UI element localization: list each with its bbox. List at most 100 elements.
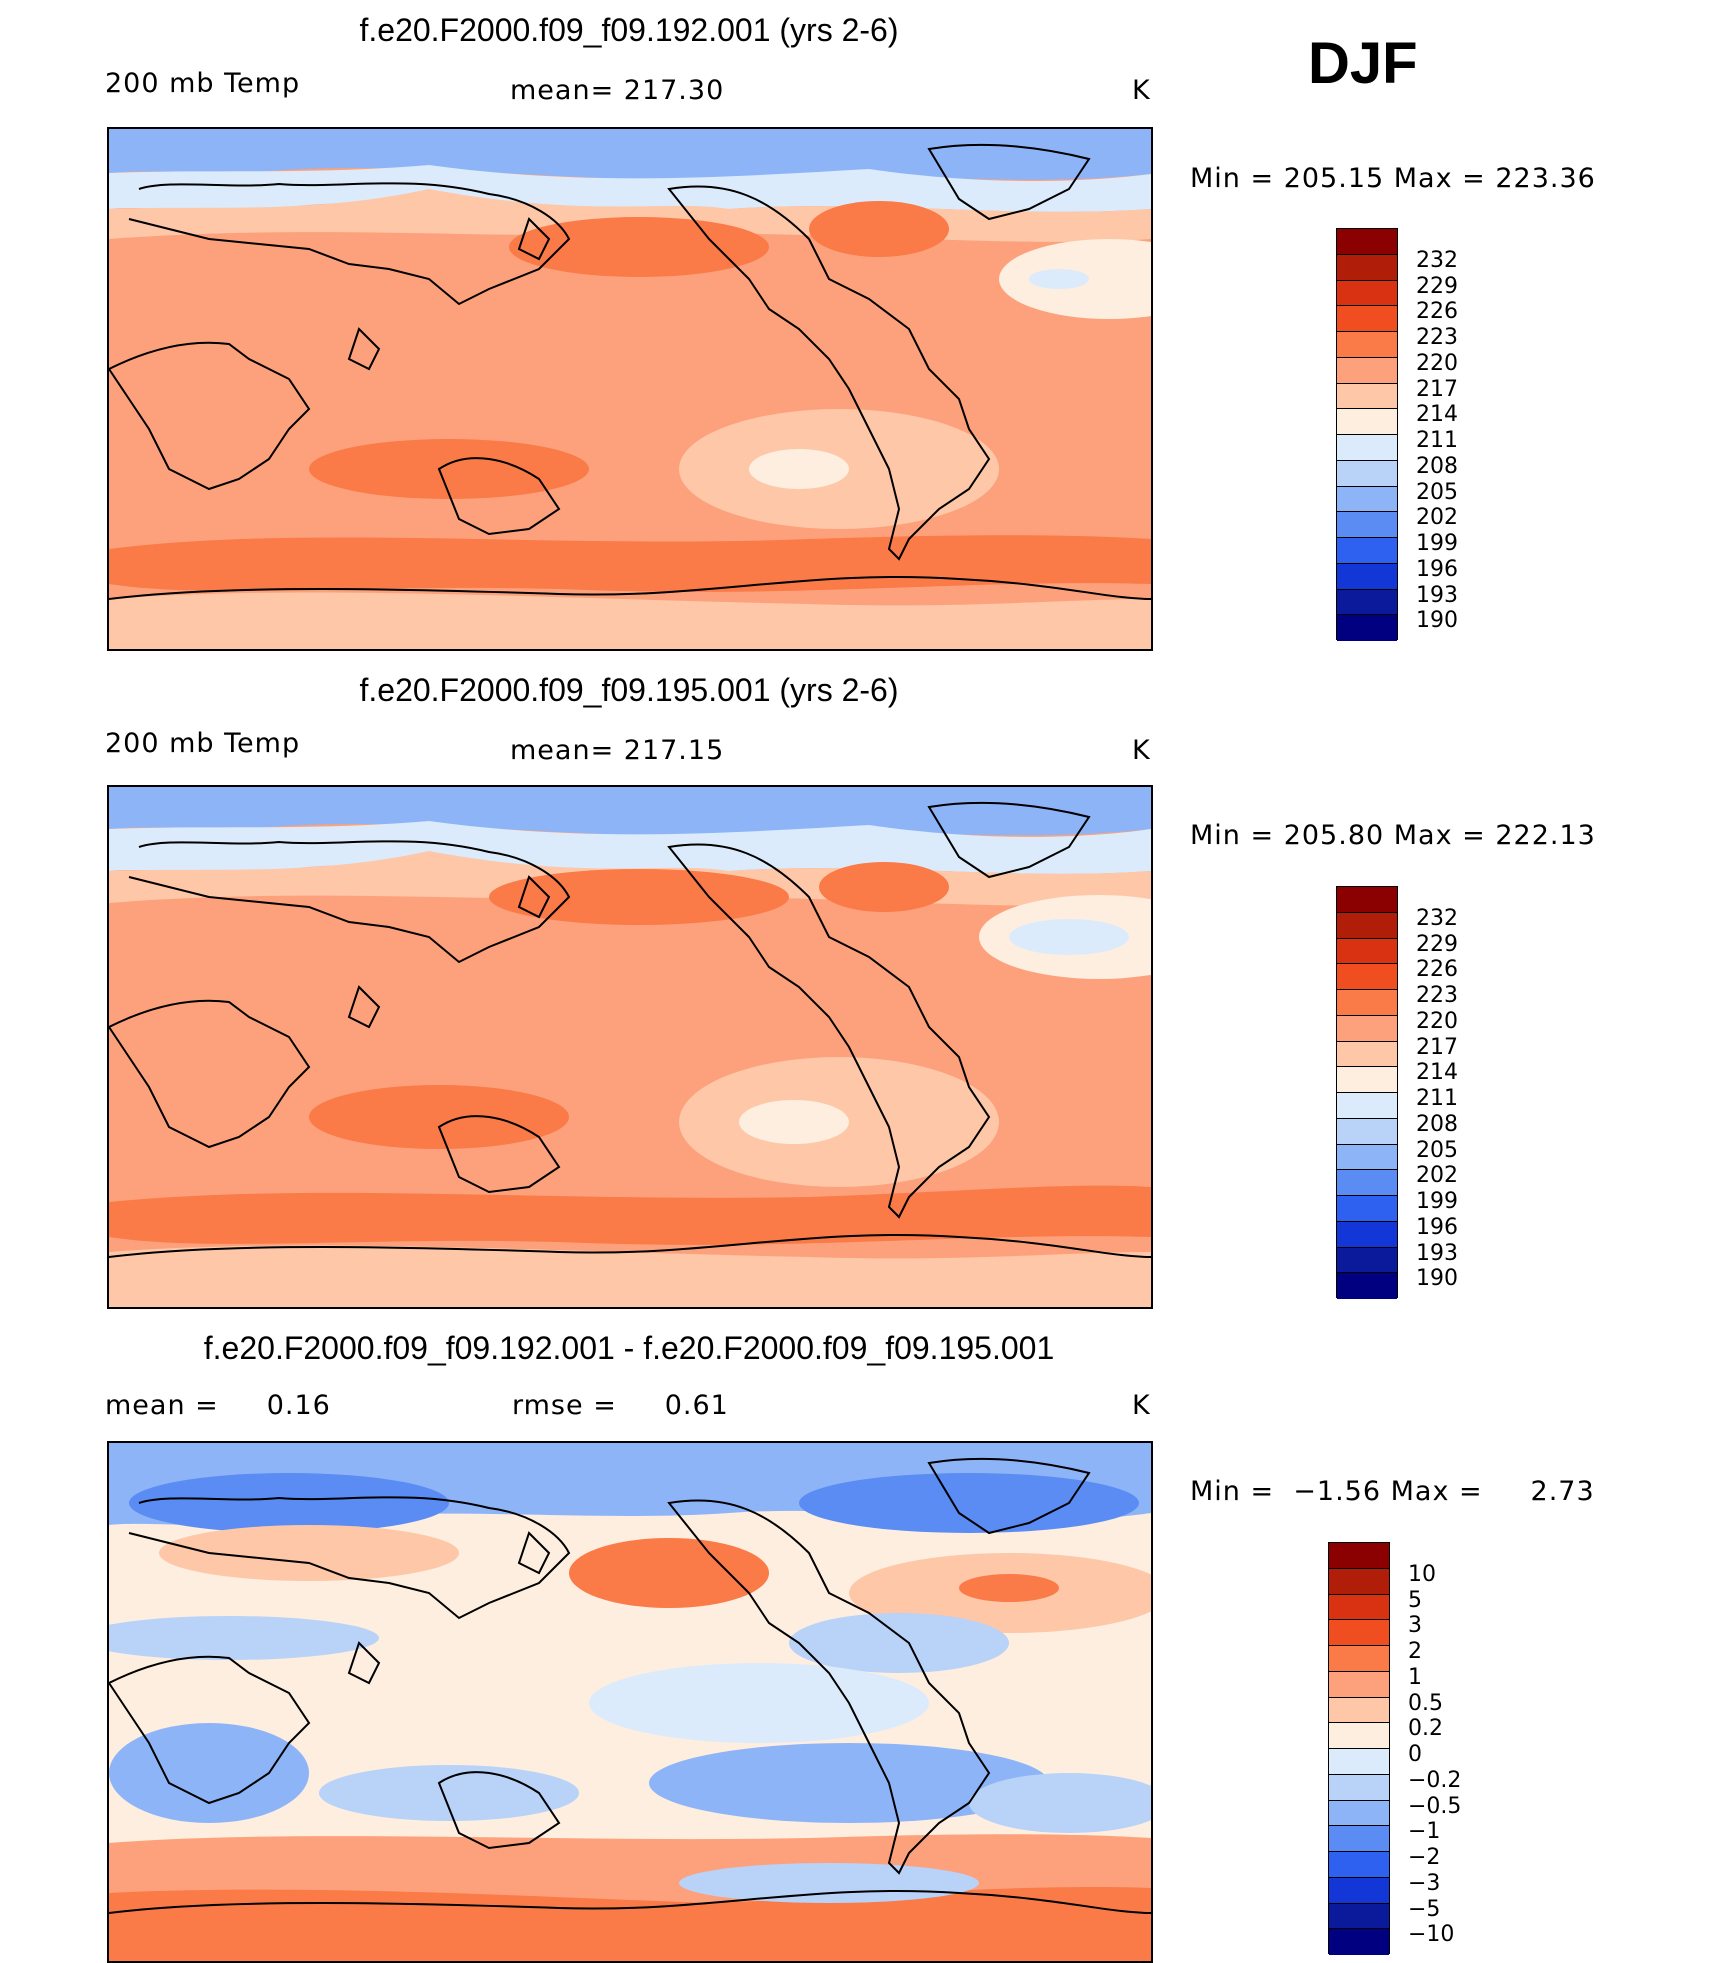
colorbar-swatch bbox=[1329, 1697, 1389, 1724]
colorbar-swatch bbox=[1337, 538, 1397, 564]
panel3-map-svg bbox=[109, 1443, 1151, 1961]
colorbar-swatch bbox=[1337, 512, 1397, 538]
colorbar-swatch bbox=[1329, 1594, 1389, 1621]
colorbar-swatch bbox=[1329, 1929, 1389, 1955]
colorbar-label: 205 bbox=[1416, 479, 1458, 505]
colorbar-label: −5 bbox=[1408, 1896, 1441, 1922]
colorbar-swatch bbox=[1337, 563, 1397, 590]
colorbar-swatch bbox=[1337, 887, 1397, 913]
colorbar-label: 220 bbox=[1416, 1008, 1458, 1034]
colorbar-label: −10 bbox=[1408, 1922, 1455, 1948]
colorbar-swatch bbox=[1337, 306, 1397, 332]
colorbar-swatch bbox=[1329, 1877, 1389, 1904]
colorbar-swatch bbox=[1337, 615, 1397, 641]
colorbar-label: 196 bbox=[1416, 1214, 1458, 1240]
tropical-neg bbox=[589, 1663, 929, 1743]
panel2-units: K bbox=[1132, 735, 1151, 766]
arctic-neg-2 bbox=[799, 1473, 1139, 1533]
colorbar-swatch bbox=[1337, 229, 1397, 255]
panel1-map-svg bbox=[109, 129, 1151, 649]
colorbar-label: 196 bbox=[1416, 556, 1458, 582]
colorbar-label: 229 bbox=[1416, 931, 1458, 957]
africa-neg bbox=[109, 1723, 309, 1823]
colorbar-label: 0.2 bbox=[1408, 1716, 1443, 1742]
antarctic-band bbox=[109, 592, 1151, 649]
pacific-cool-core bbox=[739, 1100, 849, 1144]
colorbar-label: 3 bbox=[1408, 1613, 1422, 1639]
atlantic-cool-core bbox=[1029, 269, 1089, 289]
colorbar-swatch bbox=[1337, 280, 1397, 307]
colorbar-swatch bbox=[1329, 1646, 1389, 1672]
colorbar-label: 1 bbox=[1408, 1664, 1422, 1690]
colorbar-swatch bbox=[1337, 460, 1397, 487]
colorbar-swatch bbox=[1337, 1273, 1397, 1299]
panel3-units: K bbox=[1132, 1390, 1151, 1421]
colorbar-swatch bbox=[1337, 357, 1397, 384]
colorbar-swatch bbox=[1329, 1723, 1389, 1749]
colorbar-swatch bbox=[1337, 254, 1397, 281]
colorbar-label: 226 bbox=[1416, 299, 1458, 325]
polar-cool-band bbox=[109, 821, 1151, 874]
colorbar-label: 10 bbox=[1408, 1561, 1436, 1587]
colorbar-label: 211 bbox=[1416, 428, 1458, 453]
colorbar-label: 232 bbox=[1416, 247, 1458, 273]
caribbean-neg bbox=[789, 1613, 1009, 1673]
colorbar-label: 5 bbox=[1408, 1587, 1422, 1613]
eurasia-pos bbox=[159, 1525, 459, 1581]
australia-warm bbox=[309, 1085, 569, 1149]
colorbar-label: 2 bbox=[1408, 1639, 1422, 1664]
panel2-map-svg bbox=[109, 787, 1151, 1307]
colorbar-swatch bbox=[1337, 938, 1397, 965]
colorbar-swatch bbox=[1329, 1543, 1389, 1569]
colorbar-label: 199 bbox=[1416, 531, 1458, 556]
panel1-units: K bbox=[1132, 75, 1151, 106]
colorbar-swatch bbox=[1337, 1118, 1397, 1145]
antarctic-pos bbox=[109, 1886, 1151, 1961]
colorbar-label: 190 bbox=[1416, 1266, 1458, 1292]
jet-warm-1 bbox=[509, 217, 769, 277]
colorbar-label: 214 bbox=[1416, 402, 1458, 428]
colorbar-label: 202 bbox=[1416, 1163, 1458, 1189]
colorbar-label: 0 bbox=[1408, 1742, 1422, 1767]
colorbar-swatch bbox=[1329, 1774, 1389, 1801]
colorbar-swatch bbox=[1329, 1826, 1389, 1852]
colorbar-swatch bbox=[1337, 912, 1397, 939]
arctic-neg-1 bbox=[129, 1473, 449, 1533]
sahara-neg bbox=[109, 1616, 379, 1660]
southern-warm-band bbox=[109, 535, 1151, 592]
pacific-pos bbox=[569, 1538, 769, 1608]
colorbar-swatch bbox=[1329, 1852, 1389, 1878]
jet-warm-2 bbox=[809, 201, 949, 257]
colorbar-label: 208 bbox=[1416, 453, 1458, 479]
colorbar-swatch bbox=[1337, 1170, 1397, 1196]
colorbar-label: 226 bbox=[1416, 957, 1458, 983]
colorbar-label: 211 bbox=[1416, 1086, 1458, 1111]
colorbar-label: 217 bbox=[1416, 376, 1458, 402]
colorbar-label: −0.2 bbox=[1408, 1767, 1462, 1793]
colorbar-label: 193 bbox=[1416, 1240, 1458, 1266]
panel2-mean-label: mean= 217.15 bbox=[510, 735, 725, 766]
colorbar-swatch bbox=[1329, 1568, 1389, 1595]
colorbar-label: 202 bbox=[1416, 505, 1458, 531]
coastlines bbox=[109, 1457, 1151, 1914]
panel1-map bbox=[107, 127, 1153, 651]
pacific-cool-core bbox=[749, 449, 849, 489]
colorbar-swatch bbox=[1337, 589, 1397, 616]
colorbar-swatch bbox=[1337, 1196, 1397, 1222]
colorbar-label: −2 bbox=[1408, 1845, 1441, 1870]
colorbar-swatch bbox=[1337, 409, 1397, 435]
antarctic-band bbox=[109, 1245, 1151, 1307]
colorbar-label: −3 bbox=[1408, 1870, 1441, 1896]
panel1-minmax: Min = 205.15 Max = 223.36 bbox=[1190, 163, 1596, 194]
colorbar-swatch bbox=[1329, 1620, 1389, 1646]
southatlantic-neg bbox=[969, 1773, 1151, 1833]
colorbar-label: −0.5 bbox=[1408, 1793, 1462, 1819]
colorbar-swatch bbox=[1329, 1800, 1389, 1827]
colorbar-swatch bbox=[1337, 1041, 1397, 1068]
colorbar-swatch bbox=[1337, 1015, 1397, 1042]
panel1-colorbar-boxes bbox=[1336, 228, 1398, 641]
colorbar-swatch bbox=[1337, 1221, 1397, 1248]
colorbar-swatch bbox=[1337, 486, 1397, 513]
panel3-colorbar-boxes bbox=[1328, 1542, 1390, 1955]
panel3-mean-label: mean = 0.16 bbox=[105, 1390, 331, 1421]
